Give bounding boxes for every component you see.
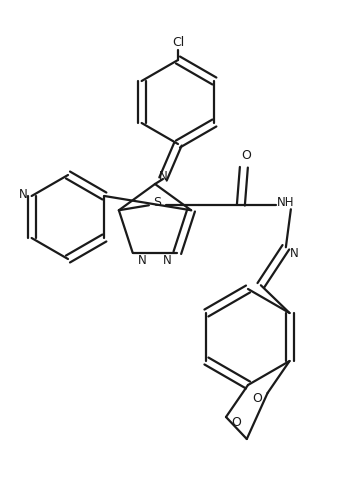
Text: N: N	[163, 254, 172, 267]
Text: Cl: Cl	[172, 35, 184, 49]
Text: O: O	[252, 392, 263, 404]
Text: NH: NH	[277, 196, 295, 209]
Text: O: O	[241, 149, 251, 162]
Text: O: O	[231, 416, 241, 429]
Text: N: N	[289, 247, 298, 260]
Text: N: N	[19, 187, 28, 201]
Text: N: N	[138, 254, 147, 267]
Text: N: N	[159, 170, 167, 183]
Text: S: S	[153, 196, 161, 209]
